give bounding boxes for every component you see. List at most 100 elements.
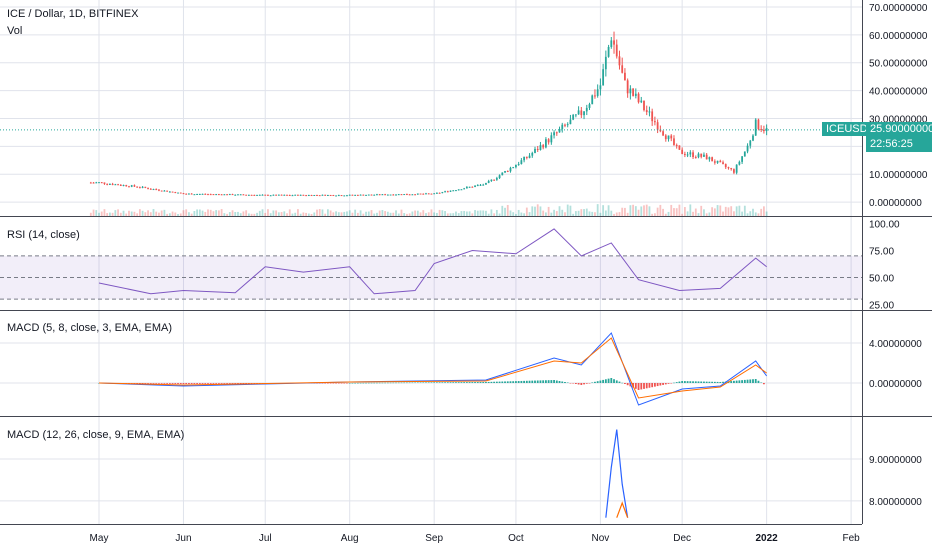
volume-bar <box>746 213 749 216</box>
y-tick-label: 70.00000000 <box>869 3 928 14</box>
volume-bar <box>613 213 615 216</box>
candle-body <box>234 194 237 196</box>
candle-body <box>730 168 733 170</box>
macd-histogram-bar <box>168 383 171 384</box>
volume-bar <box>594 212 596 216</box>
volume-bar <box>133 211 136 216</box>
volume-bar <box>239 213 242 216</box>
candle-body <box>525 156 528 158</box>
candle-body <box>302 194 305 196</box>
volume-bar <box>752 208 754 216</box>
candle-body <box>433 193 436 195</box>
macd-histogram-bar <box>465 382 468 383</box>
candle-body <box>286 194 288 196</box>
candle-body <box>640 100 643 103</box>
macd-histogram-bar <box>321 383 324 384</box>
volume-bar <box>220 209 223 216</box>
macd-histogram-bar <box>558 381 561 383</box>
volume-bar <box>735 206 738 216</box>
macd-histogram-bar <box>427 382 430 383</box>
volume-bar <box>719 205 722 216</box>
volume-bar <box>346 211 348 216</box>
volume-bar <box>185 209 188 216</box>
volume-bar <box>760 208 763 216</box>
candle-body <box>452 190 455 192</box>
candle-body <box>479 184 482 186</box>
macd-histogram-bar <box>624 383 626 384</box>
volume-bar <box>525 207 528 216</box>
y-tick-label: 60.00000000 <box>869 31 928 42</box>
candle-body <box>735 164 738 173</box>
candle-body <box>705 154 708 160</box>
macd-histogram-bar <box>504 381 506 383</box>
volume-bar <box>92 209 95 216</box>
volume-bar <box>645 204 648 216</box>
candle-body <box>313 194 316 196</box>
candle-body <box>490 179 493 182</box>
volume-bar <box>351 212 354 216</box>
volume-bar <box>231 210 234 216</box>
x-tick-label: Oct <box>508 533 524 544</box>
volume-bar <box>378 210 381 216</box>
candle-body <box>765 128 768 132</box>
volume-bar <box>299 213 302 216</box>
macd-histogram-bar <box>651 383 654 388</box>
candle-body <box>177 192 179 194</box>
candle-body <box>656 122 659 130</box>
volume-bar <box>411 211 414 216</box>
macd-histogram-bar <box>683 381 686 383</box>
volume-bar <box>577 210 580 216</box>
candle-body <box>117 184 119 186</box>
candle-body <box>223 194 226 196</box>
candle-body <box>624 72 626 81</box>
candle-body <box>411 194 414 196</box>
candle-body <box>125 185 128 187</box>
volume-bar <box>188 212 190 216</box>
candle-body <box>337 195 340 197</box>
macd-histogram-bar <box>133 383 136 384</box>
volume-bar <box>667 211 670 216</box>
volume-bar <box>730 206 733 216</box>
macd-histogram-bar <box>329 383 332 384</box>
macd-histogram-bar <box>201 383 204 384</box>
candle-body <box>542 145 545 148</box>
volume-bar <box>365 211 367 216</box>
macd-histogram-bar <box>370 382 373 384</box>
candle-body <box>536 148 539 150</box>
macd-histogram-bar <box>356 382 359 384</box>
volume-bar <box>318 209 321 216</box>
volume-bar <box>580 209 583 216</box>
y-tick-label: 50.00000000 <box>869 59 928 70</box>
macd-histogram-bar <box>343 383 346 384</box>
volume-bar <box>711 207 714 216</box>
volume-bar <box>621 207 624 216</box>
candle-body <box>171 191 174 193</box>
volume-bar <box>681 213 684 216</box>
candle-body <box>166 190 169 192</box>
volume-bar <box>242 211 245 216</box>
candle-body <box>520 160 523 165</box>
volume-bar <box>446 213 449 216</box>
candle-body <box>283 194 286 196</box>
candle-body <box>149 188 152 190</box>
volume-bar <box>198 209 201 216</box>
candle-body <box>580 110 583 116</box>
candle-body <box>694 157 697 159</box>
volume-bar <box>572 213 575 216</box>
macd-histogram-bar <box>376 382 378 384</box>
candle-body <box>460 189 463 191</box>
candle-body <box>613 40 615 45</box>
candle-body <box>209 194 212 196</box>
volume-bar <box>288 209 291 216</box>
macd-histogram-bar <box>433 382 436 383</box>
volume-bar <box>261 209 264 216</box>
macd-histogram-bar <box>346 383 348 384</box>
candle-body <box>188 193 190 195</box>
macd-histogram-bar <box>722 381 724 383</box>
candle-body <box>634 93 637 96</box>
volume-bar <box>651 213 654 216</box>
candle-body <box>133 185 136 187</box>
candle-body <box>673 138 675 145</box>
candle-body <box>455 190 457 192</box>
